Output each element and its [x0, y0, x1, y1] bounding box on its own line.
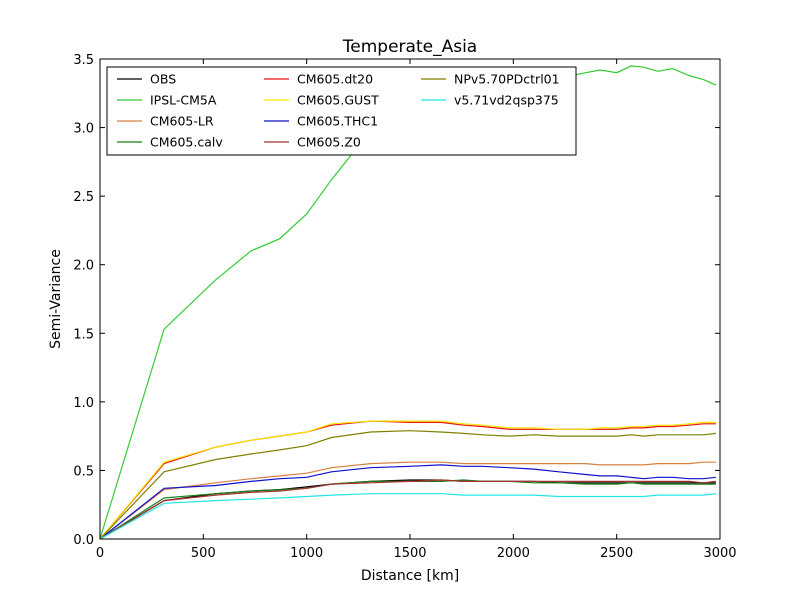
y-axis: 0.0 0.5 1.0 1.5 2.0 2.5 3.0 3.5 — [73, 53, 720, 548]
legend-entry: CM605.dt20 — [297, 72, 373, 87]
x-tick-label: 1500 — [393, 546, 426, 561]
series-line-cm605-thc1 — [99, 464, 716, 540]
legend-entry: CM605.GUST — [297, 93, 379, 108]
x-tick-label: 3000 — [703, 546, 736, 561]
y-tick-label: 1.0 — [73, 396, 94, 411]
x-tick-label: 2500 — [600, 546, 633, 561]
series-line-cm605-gust — [99, 420, 716, 540]
legend-box — [106, 66, 577, 156]
legend-entry: CM605.calv — [150, 135, 223, 150]
y-tick-label: 0.5 — [73, 464, 94, 479]
legend-entry: NPv5.70PDctrl01 — [454, 72, 560, 87]
legend-entry: CM605-LR — [150, 114, 214, 129]
legend-entry: OBS — [150, 72, 176, 87]
x-axis-label: Distance [km] — [361, 568, 459, 584]
legend-entry: CM605.Z0 — [297, 135, 361, 150]
series-line-npv5-70pdctrl01 — [99, 430, 716, 540]
y-tick-label: 3.5 — [73, 53, 94, 68]
series-line-v5-71vd2qsp375 — [99, 493, 716, 540]
y-tick-label: 3.0 — [73, 122, 94, 137]
y-axis-label: Semi-Variance — [48, 249, 64, 349]
chart-title: Temperate_Asia — [342, 37, 477, 57]
legend-entry: CM605.THC1 — [297, 114, 378, 129]
y-tick-label: 2.0 — [73, 259, 94, 274]
legend-entry: v5.71vd2qsp375 — [454, 93, 559, 108]
series-line-cm605-z0 — [99, 479, 716, 540]
y-tick-label: 1.5 — [73, 327, 94, 342]
x-tick-label: 0 — [96, 546, 104, 561]
x-axis: 0 500 1000 1500 2000 2500 3000 — [96, 59, 737, 561]
legend-entry: IPSL-CM5A — [150, 93, 217, 108]
x-tick-label: 500 — [191, 546, 216, 561]
y-tick-label: 0.0 — [73, 533, 94, 548]
y-tick-label: 2.5 — [73, 190, 94, 205]
series-line-cm605-lr — [99, 461, 716, 540]
x-tick-label: 2000 — [497, 546, 530, 561]
x-tick-label: 1000 — [290, 546, 323, 561]
legend: OBS IPSL-CM5A CM605-LR CM605.calv CM605.dt20… — [106, 66, 577, 156]
